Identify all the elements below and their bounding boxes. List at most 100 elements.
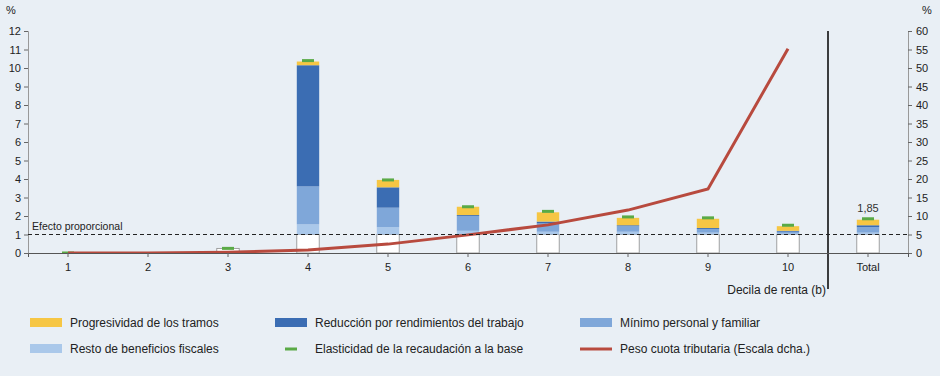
y-tick-mark (24, 142, 28, 143)
marker-dash (462, 205, 474, 208)
x-tick-label: 9 (705, 261, 711, 273)
y2-tick-mark (908, 235, 912, 236)
x-tick-label: 2 (145, 261, 151, 273)
bar-segment (617, 232, 639, 235)
axis-line (24, 32, 29, 254)
x-tick: 1 (65, 253, 71, 273)
x-axis: 12345678910Total (29, 253, 909, 273)
y-tick-mark (24, 50, 28, 51)
bar-segment (537, 212, 559, 221)
x-tick: 5 (385, 253, 391, 273)
x-tick-mark (388, 253, 389, 257)
x-tick-mark (228, 253, 229, 257)
x-tick-label: 10 (782, 261, 794, 273)
y2-tick-label: 50 (916, 62, 928, 74)
y-tick: 6 (15, 136, 28, 148)
y-axis-title: % (6, 4, 16, 16)
y2-tick: 5 (908, 229, 922, 241)
legend: Progresividad de los tramosReducción por… (30, 316, 810, 356)
y2-axis: 051015202530354045505560 (908, 25, 928, 259)
reference-line (28, 234, 908, 235)
x-tick-mark (548, 253, 549, 257)
y-tick-label: 12 (9, 25, 21, 37)
data-label: 1,85 (857, 202, 878, 214)
y-tick: 9 (15, 81, 28, 93)
y-tick-mark (24, 105, 28, 106)
y-tick: 2 (15, 210, 28, 222)
y-tick: 5 (15, 155, 28, 167)
bar-segment (457, 216, 479, 231)
y2-tick-label: 20 (916, 173, 928, 185)
bar-segment (617, 226, 639, 232)
x-tick-mark (468, 253, 469, 257)
y-tick-mark (24, 31, 28, 32)
y2-tick-label: 5 (916, 229, 922, 241)
marker-dash (782, 224, 794, 227)
y-tick-mark (24, 124, 28, 125)
y-tick-mark (24, 161, 28, 162)
chart: 0123456789101112051015202530354045505560… (0, 0, 940, 376)
marker-dash (542, 210, 554, 213)
y-tick: 8 (15, 99, 28, 111)
bar-segment (697, 229, 719, 233)
bar-segment (857, 225, 879, 227)
x-tick: 2 (145, 253, 151, 273)
y2-tick: 35 (908, 118, 928, 130)
y2-tick-mark (908, 31, 912, 32)
bar-segment (777, 226, 799, 231)
y2-tick: 15 (908, 192, 928, 204)
bar-segment (217, 248, 239, 249)
y2-tick: 45 (908, 81, 928, 93)
bar-segment (297, 186, 319, 224)
y-tick-label: 11 (10, 44, 21, 56)
y2-tick: 55 (908, 44, 928, 56)
y2-tick-label: 25 (916, 155, 928, 167)
x-axis-title: Decila de renta (b) (727, 283, 826, 297)
legend-swatch (275, 318, 307, 327)
y2-tick-label: 15 (916, 192, 928, 204)
y-tick-label: 5 (15, 155, 21, 167)
y2-tick: 25 (908, 155, 928, 167)
legend-label: Progresividad de los tramos (70, 316, 219, 330)
y2-tick-label: 10 (916, 210, 928, 222)
x-tick: 9 (705, 253, 711, 273)
legend-label: Resto de beneficios fiscales (70, 342, 219, 356)
bar-segment (217, 248, 239, 249)
y-tick-mark (24, 87, 28, 88)
y2-tick-mark (908, 105, 912, 106)
legend-swatch (30, 344, 62, 353)
y2-tick-mark (908, 198, 912, 199)
legend-swatch (580, 318, 612, 327)
marker-dash (222, 247, 234, 250)
bar-segment (697, 235, 719, 254)
legend-swatch (580, 348, 612, 351)
bar-segment (617, 218, 639, 225)
y2-tick-mark (908, 68, 912, 69)
y-tick-label: 3 (15, 192, 21, 204)
x-tick-label: 5 (385, 261, 391, 273)
bar-segment (377, 187, 399, 207)
x-tick: 8 (625, 253, 631, 273)
x-tick-mark (708, 253, 709, 257)
legend-label: Mínimo personal y familiar (620, 316, 760, 330)
axis-line (29, 254, 909, 258)
bar-segment (297, 224, 319, 234)
x-tick: 4 (305, 253, 311, 273)
x-tick: 6 (465, 253, 471, 273)
bar-segment (857, 227, 879, 233)
bar-segment (777, 232, 799, 234)
y-tick-mark (24, 179, 28, 180)
y-tick-mark (24, 68, 28, 69)
x-tick-label: 4 (305, 261, 311, 273)
x-tick-mark (788, 253, 789, 257)
background (0, 0, 940, 376)
y2-tick-mark (908, 87, 912, 88)
y2-tick: 0 (908, 247, 922, 259)
y2-tick: 10 (908, 210, 928, 222)
legend-label: Elasticidad de la recaudación a la base (315, 342, 523, 356)
y2-tick-label: 30 (916, 136, 928, 148)
x-tick-label: 8 (625, 261, 631, 273)
x-tick-label: 6 (465, 261, 471, 273)
y-tick-label: 9 (15, 81, 21, 93)
marker-dash (622, 215, 634, 218)
